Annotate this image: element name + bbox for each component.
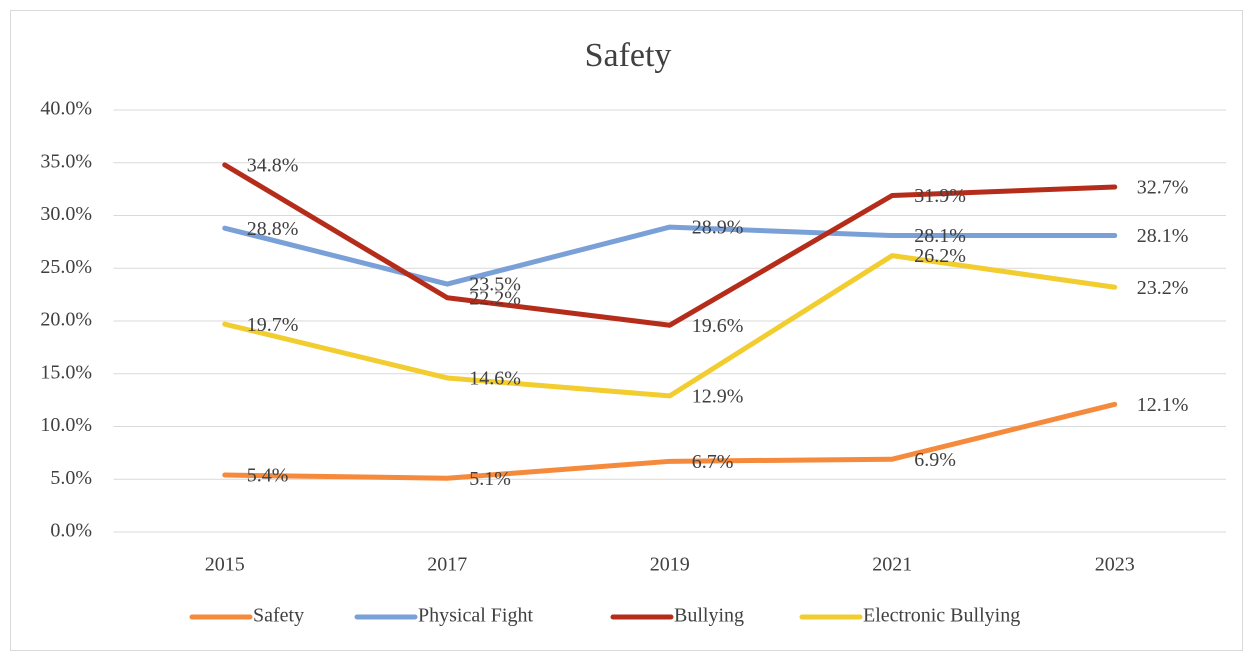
x-tick-label: 2019 [650, 554, 690, 576]
chart-frame [10, 10, 1243, 651]
data-label: 28.9% [692, 217, 744, 239]
y-tick-label: 35.0% [40, 150, 92, 172]
data-label: 12.9% [692, 385, 744, 407]
x-tick-label: 2021 [872, 554, 912, 576]
data-label: 12.1% [1137, 394, 1189, 416]
series-line [222, 401, 1118, 481]
legend-label: Safety [253, 605, 304, 627]
data-label: 6.9% [914, 449, 956, 471]
series-line [222, 162, 1118, 328]
series-line [222, 253, 1118, 399]
x-tick-label: 2015 [205, 554, 245, 576]
y-tick-label: 0.0% [50, 520, 92, 542]
data-label: 34.8% [247, 154, 299, 176]
y-tick-label: 15.0% [40, 361, 92, 383]
data-label: 28.1% [1137, 225, 1189, 247]
y-tick-label: 20.0% [40, 309, 92, 331]
legend-label: Physical Fight [418, 605, 533, 627]
y-tick-label: 40.0% [40, 98, 92, 120]
legend-label: Electronic Bullying [863, 605, 1020, 627]
y-tick-label: 25.0% [40, 256, 92, 278]
data-label: 22.2% [469, 287, 521, 309]
y-tick-label: 5.0% [50, 467, 92, 489]
data-label: 5.1% [469, 468, 511, 490]
data-label: 28.1% [914, 225, 966, 247]
data-label: 19.7% [247, 314, 299, 336]
data-label: 23.2% [1137, 277, 1189, 299]
data-label: 14.6% [469, 368, 521, 390]
data-label: 32.7% [1137, 177, 1189, 199]
data-label: 6.7% [692, 451, 734, 473]
data-label: 28.8% [247, 218, 299, 240]
data-label: 5.4% [247, 465, 289, 487]
x-tick-label: 2023 [1095, 554, 1135, 576]
chart-title: Safety [585, 37, 672, 74]
y-tick-label: 30.0% [40, 203, 92, 225]
x-tick-label: 2017 [427, 554, 467, 576]
legend-label: Bullying [674, 605, 744, 627]
y-tick-label: 10.0% [40, 414, 92, 436]
data-label: 19.6% [692, 315, 744, 337]
data-label: 31.9% [914, 185, 966, 207]
data-label: 23.5% [469, 274, 521, 296]
data-label: 26.2% [914, 245, 966, 267]
series-line [222, 224, 1118, 287]
